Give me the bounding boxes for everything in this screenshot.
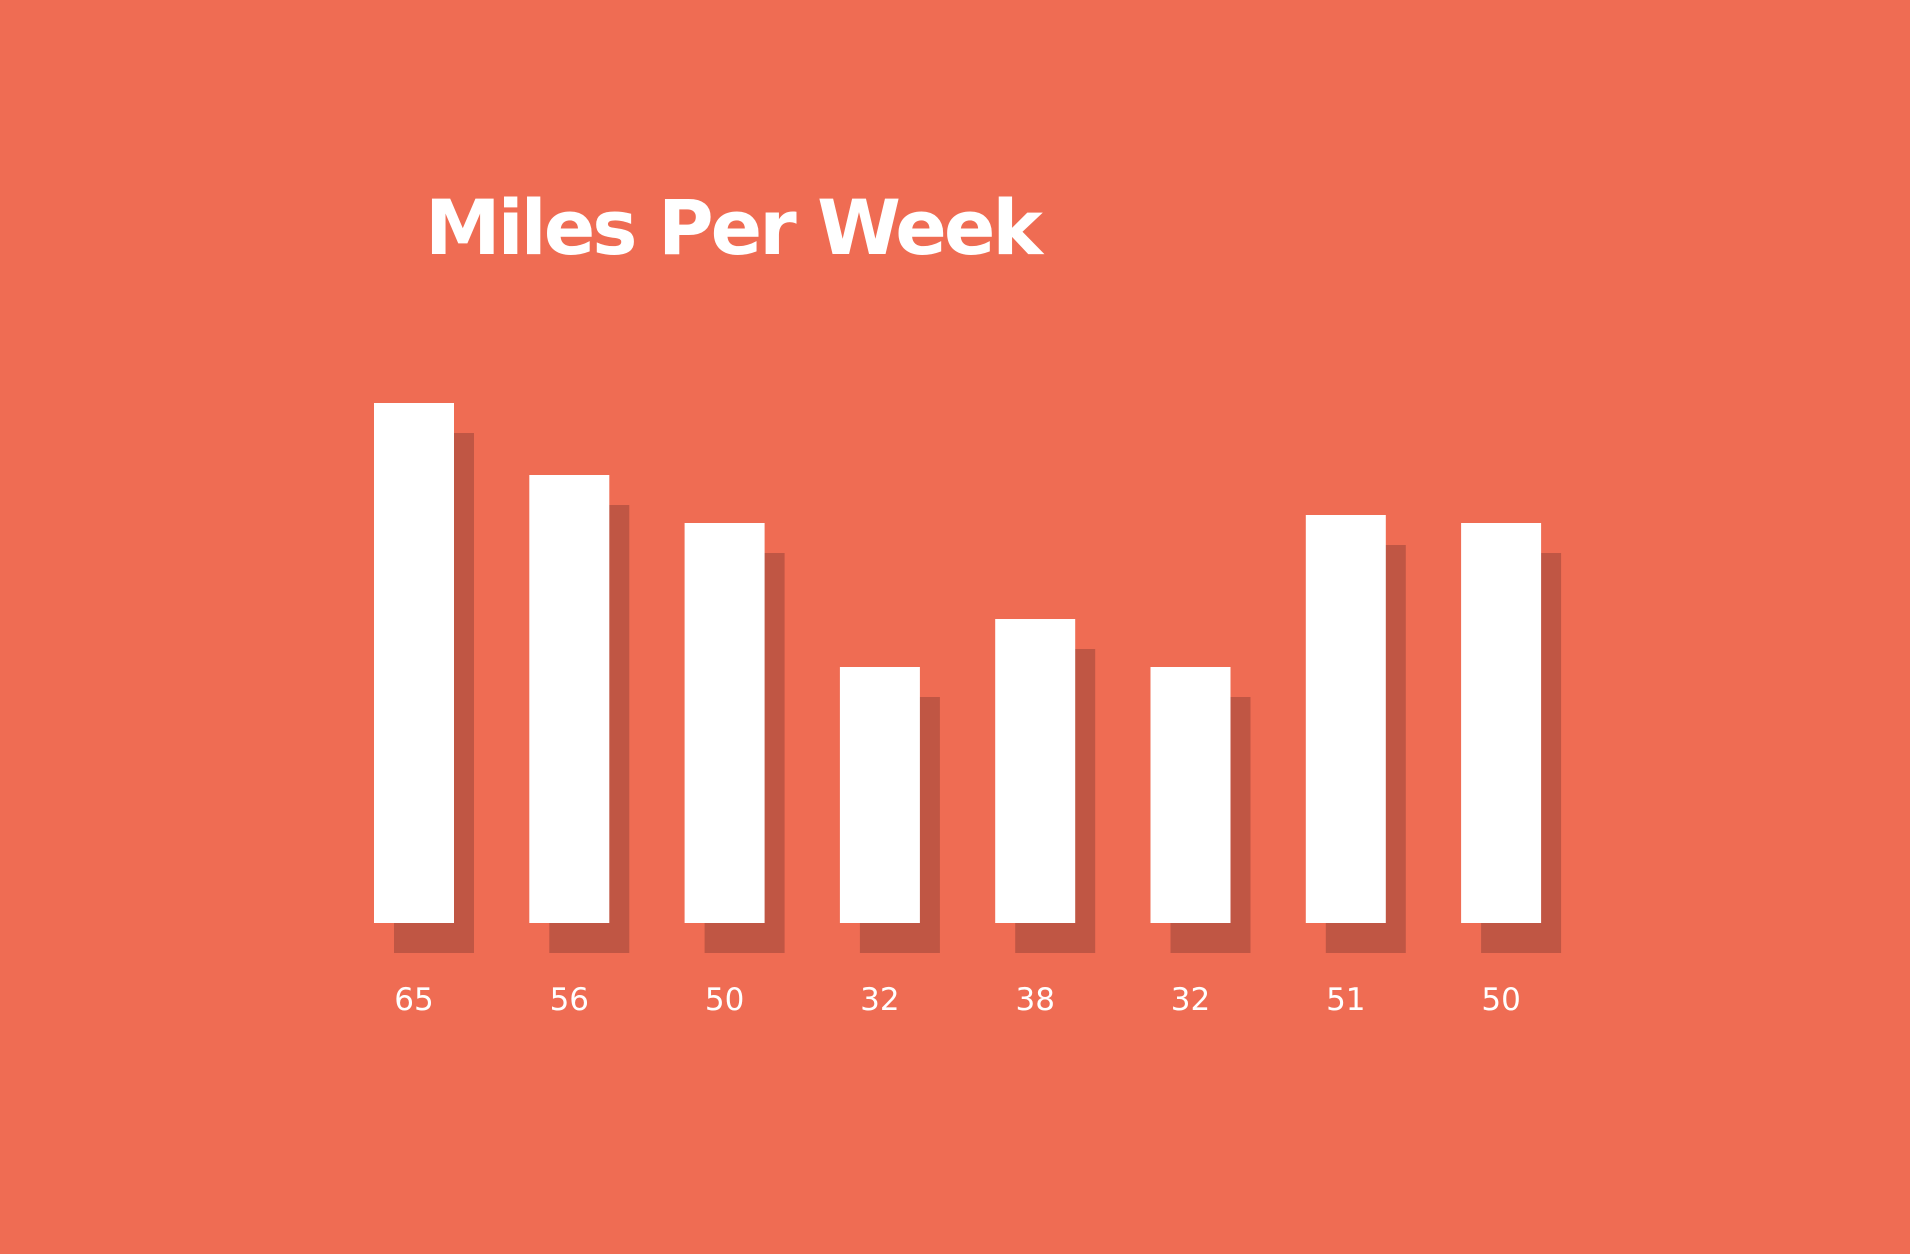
bar-value-label: 56: [550, 982, 589, 1018]
bar-value-label: 38: [1015, 982, 1054, 1018]
bar-value-label: 32: [860, 982, 899, 1018]
bar: [374, 403, 454, 923]
bar: [995, 619, 1076, 923]
bar: [529, 475, 610, 923]
bar: [1461, 523, 1542, 923]
bar: [684, 523, 765, 923]
bar-value-label: 32: [1171, 982, 1210, 1018]
bar-value-label: 50: [705, 982, 744, 1018]
bar: [839, 667, 920, 923]
bar: [1150, 667, 1231, 923]
bar-value-label: 50: [1481, 982, 1520, 1018]
bar-value-label: 51: [1326, 982, 1365, 1018]
chart-title: Miles Per Week: [425, 183, 1043, 272]
bar: [1305, 515, 1386, 923]
bars-group: [374, 403, 1562, 953]
bar-value-label: 65: [394, 982, 433, 1018]
value-labels-group: 65 56 50 32 38 32 51 50: [394, 982, 1521, 1018]
